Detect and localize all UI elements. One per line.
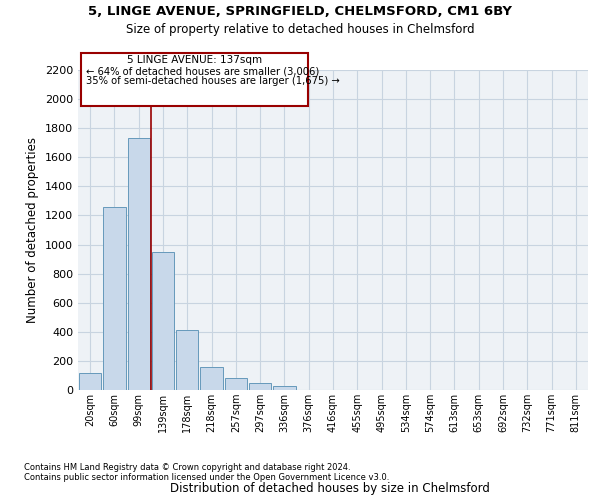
Bar <box>152 252 174 390</box>
Text: Contains HM Land Registry data © Crown copyright and database right 2024.: Contains HM Land Registry data © Crown c… <box>24 464 350 472</box>
Text: Distribution of detached houses by size in Chelmsford: Distribution of detached houses by size … <box>170 482 490 495</box>
Bar <box>200 368 223 390</box>
Bar <box>273 386 296 390</box>
Bar <box>128 138 150 390</box>
Text: 5 LINGE AVENUE: 137sqm: 5 LINGE AVENUE: 137sqm <box>127 55 262 65</box>
Bar <box>79 374 101 390</box>
Bar <box>103 206 125 390</box>
Text: Size of property relative to detached houses in Chelmsford: Size of property relative to detached ho… <box>125 22 475 36</box>
Text: ← 64% of detached houses are smaller (3,006): ← 64% of detached houses are smaller (3,… <box>86 66 319 76</box>
Bar <box>249 384 271 390</box>
Text: 35% of semi-detached houses are larger (1,675) →: 35% of semi-detached houses are larger (… <box>86 76 340 86</box>
Bar <box>176 330 199 390</box>
Y-axis label: Number of detached properties: Number of detached properties <box>26 137 40 323</box>
Bar <box>224 378 247 390</box>
Text: 5, LINGE AVENUE, SPRINGFIELD, CHELMSFORD, CM1 6BY: 5, LINGE AVENUE, SPRINGFIELD, CHELMSFORD… <box>88 5 512 18</box>
Text: Contains public sector information licensed under the Open Government Licence v3: Contains public sector information licen… <box>24 474 389 482</box>
